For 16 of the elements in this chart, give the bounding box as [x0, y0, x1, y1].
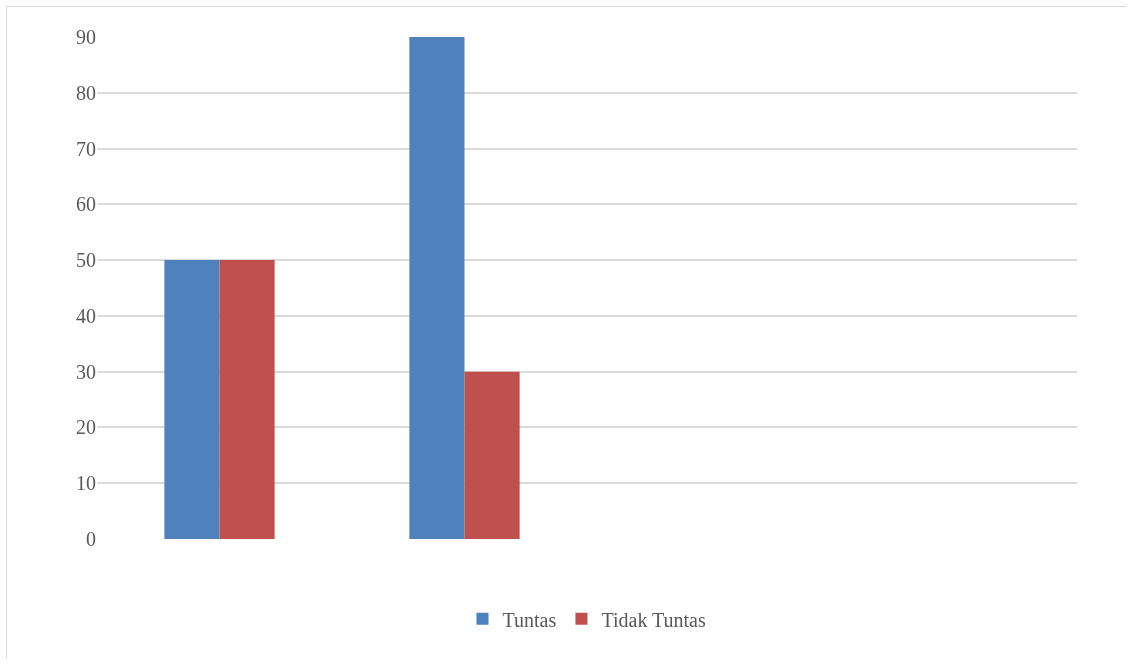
- y-tick-label: 60: [76, 193, 96, 216]
- bar: [164, 260, 220, 539]
- y-tick-label: 80: [76, 81, 96, 104]
- bar: [219, 260, 275, 539]
- y-tick-label: 50: [76, 249, 96, 272]
- legend-label: Tidak Tuntas: [601, 608, 706, 631]
- bar: [409, 37, 465, 539]
- y-tick-label: 0: [86, 528, 96, 550]
- legend-label: Tuntas: [502, 608, 557, 631]
- y-tick-label: 30: [76, 360, 96, 383]
- y-tick-label: 40: [76, 304, 96, 327]
- y-tick-label: 10: [76, 472, 96, 495]
- y-tick-label: 20: [76, 416, 96, 439]
- bar: [464, 371, 520, 539]
- y-tick-label: 90: [76, 26, 96, 48]
- y-tick-label: 70: [76, 137, 96, 160]
